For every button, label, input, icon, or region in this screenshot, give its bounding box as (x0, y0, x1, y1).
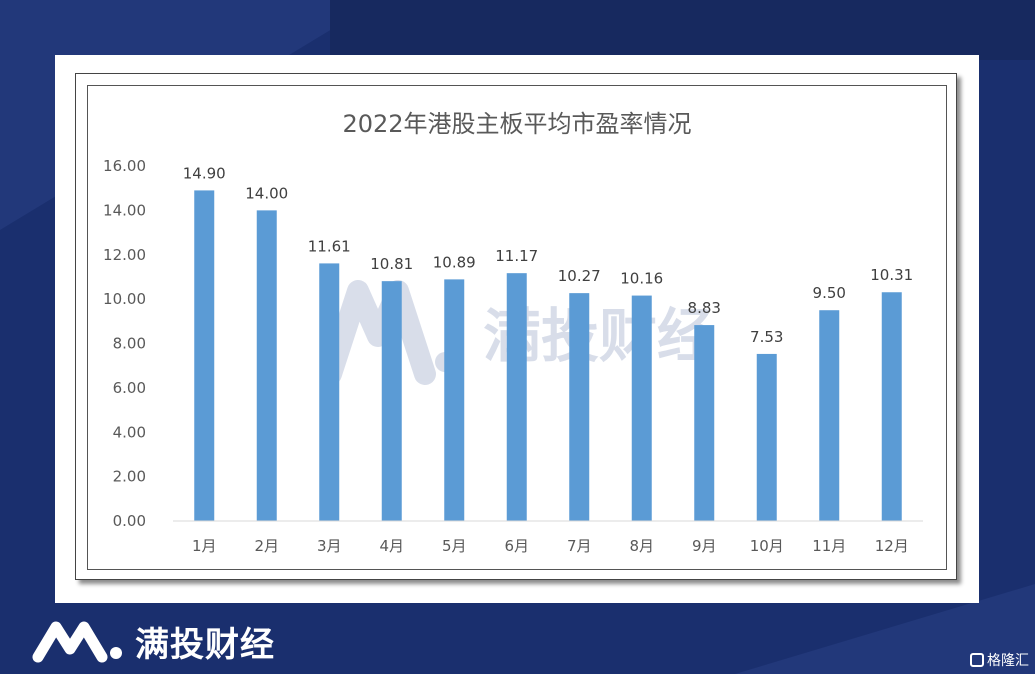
data-label: 14.90 (183, 164, 226, 182)
y-tick-label: 2.00 (113, 468, 146, 486)
data-label: 14.00 (245, 184, 288, 202)
x-tick-label: 10月 (750, 537, 784, 555)
bar (506, 273, 527, 521)
data-label: 8.83 (688, 299, 721, 317)
bar (881, 292, 902, 521)
x-tick-label: 9月 (692, 537, 717, 555)
data-label: 7.53 (750, 328, 783, 346)
bar (631, 295, 652, 521)
x-tick-label: 1月 (192, 537, 217, 555)
x-tick-label: 4月 (379, 537, 404, 555)
data-label: 9.50 (813, 284, 846, 302)
brand-name: 满投财经 (135, 624, 275, 665)
x-tick-label: 2月 (254, 537, 279, 555)
data-labels: 14.90 14.00 11.61 10.81 10.89 11.17 10.27 10.16… (183, 164, 913, 346)
data-label: 10.16 (620, 270, 663, 288)
corner-text: 格隆汇 (987, 653, 1029, 669)
data-label: 11.61 (308, 237, 351, 255)
data-label: 11.17 (495, 247, 538, 265)
data-label: 10.89 (433, 253, 476, 271)
data-label: 10.27 (558, 267, 601, 285)
chart-frame: 满投财经 2022年港股主板平均市盈率情况 0.00 2.00 4.00 6.00 8.… (75, 73, 957, 580)
background-band (330, 0, 1035, 60)
x-tick-label: 3月 (317, 537, 342, 555)
x-tick-label: 12月 (875, 537, 909, 555)
chart-title: 2022年港股主板平均市盈率情况 (342, 110, 691, 138)
bar-chart: 满投财经 2022年港股主板平均市盈率情况 0.002.004.006.008.… (103, 110, 923, 555)
y-tick-label: 12.00 (103, 246, 146, 264)
y-tick-label: 16.00 (103, 157, 146, 175)
y-tick-label: 6.00 (113, 379, 146, 397)
x-tick-label: 6月 (504, 537, 529, 555)
bar (694, 325, 715, 521)
brand-logo-icon (32, 621, 122, 663)
bar (569, 293, 590, 521)
y-tick-label: 14.00 (103, 201, 146, 219)
bar (444, 279, 465, 521)
x-tick-label: 7月 (567, 537, 592, 555)
data-label: 10.31 (870, 266, 913, 284)
x-tick-label: 11月 (812, 537, 846, 555)
bar (194, 190, 215, 521)
bar (756, 353, 777, 521)
x-tick-label: 8月 (629, 537, 654, 555)
x-tick-label: 5月 (442, 537, 467, 555)
bar (319, 263, 340, 521)
corner-watermark: 格隆汇 (970, 650, 1029, 670)
bar (819, 310, 840, 521)
y-tick-label: 0.00 (113, 512, 146, 530)
bar-series (194, 190, 902, 521)
corner-logo-icon (970, 653, 984, 667)
chart-area: 满投财经 2022年港股主板平均市盈率情况 0.00 2.00 4.00 6.00 8.… (87, 85, 947, 570)
brand-logo: 满投财经 (30, 616, 275, 666)
bar (381, 281, 402, 521)
y-axis: 0.00 2.00 4.00 6.00 8.00 10.00 12.00 14.00 16.00 (103, 157, 146, 530)
data-label: 10.81 (370, 255, 413, 273)
bar (256, 210, 277, 521)
y-tick-label: 10.00 (103, 290, 146, 308)
x-axis: 1月 2月 3月 4月 5月 6月 7月 8月 9月 10月 11月 12月 (173, 520, 923, 555)
y-tick-label: 4.00 (113, 423, 146, 441)
y-tick-label: 8.00 (113, 335, 146, 353)
